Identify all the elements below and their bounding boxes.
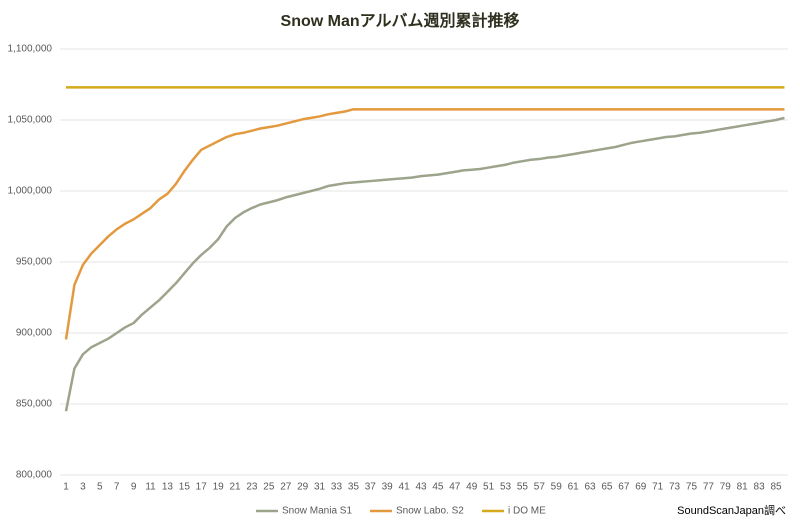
x-tick-label: 9 (131, 482, 137, 493)
x-tick-label: 45 (432, 482, 444, 493)
x-tick-label: 57 (534, 482, 546, 493)
x-tick-label: 43 (415, 482, 427, 493)
x-tick-label: 75 (686, 482, 698, 493)
legend-label: i DO ME (508, 506, 546, 517)
y-tick-label: 1,100,000 (8, 44, 53, 55)
x-tick-label: 65 (601, 482, 613, 493)
x-tick-label: 1 (63, 482, 69, 493)
y-tick-label: 900,000 (16, 328, 53, 339)
y-tick-label: 850,000 (16, 399, 53, 410)
x-tick-label: 25 (263, 482, 275, 493)
x-tick-label: 17 (196, 482, 208, 493)
x-tick-label: 29 (297, 482, 309, 493)
source-note: SoundScanJapan調べ (677, 503, 786, 517)
x-tick-label: 85 (770, 482, 782, 493)
x-tick-label: 3 (80, 482, 86, 493)
x-tick-label: 71 (652, 482, 664, 493)
x-tick-label: 33 (331, 482, 343, 493)
chart-title: Snow Manアルバム週別累計推移 (281, 11, 520, 30)
x-tick-label: 81 (737, 482, 749, 493)
y-tick-label: 1,050,000 (8, 115, 53, 126)
x-tick-label: 19 (213, 482, 225, 493)
x-tick-label: 31 (314, 482, 326, 493)
legend-label: Snow Labo. S2 (396, 506, 464, 517)
x-tick-label: 11 (145, 482, 156, 493)
x-tick-label: 23 (246, 482, 258, 493)
x-tick-label: 49 (466, 482, 478, 493)
legend-label: Snow Mania S1 (282, 506, 352, 517)
x-tick-label: 63 (584, 482, 596, 493)
x-tick-label: 73 (669, 482, 681, 493)
y-tick-label: 1,000,000 (8, 186, 53, 197)
x-tick-label: 51 (483, 482, 495, 493)
y-tick-label: 800,000 (16, 470, 53, 481)
x-tick-label: 27 (280, 482, 292, 493)
x-tick-label: 67 (618, 482, 630, 493)
x-tick-label: 13 (162, 482, 174, 493)
x-tick-label: 5 (97, 482, 103, 493)
series-line (64, 108, 785, 340)
x-tick-label: 47 (449, 482, 461, 493)
x-tick-label: 77 (703, 482, 715, 493)
x-tick-label: 41 (399, 482, 411, 493)
x-tick-label: 15 (179, 482, 191, 493)
y-tick-label: 950,000 (16, 257, 53, 268)
x-tick-label: 35 (348, 482, 360, 493)
x-tick-label: 59 (551, 482, 563, 493)
x-tick-label: 37 (365, 482, 377, 493)
x-tick-label: 21 (229, 482, 241, 493)
x-tick-label: 61 (568, 482, 580, 493)
x-tick-label: 55 (517, 482, 529, 493)
x-tick-label: 83 (754, 482, 766, 493)
x-tick-label: 79 (720, 482, 732, 493)
x-tick-label: 7 (114, 482, 120, 493)
series-line (64, 116, 785, 412)
x-tick-label: 39 (382, 482, 394, 493)
x-tick-label: 69 (635, 482, 647, 493)
x-tick-label: 53 (500, 482, 512, 493)
